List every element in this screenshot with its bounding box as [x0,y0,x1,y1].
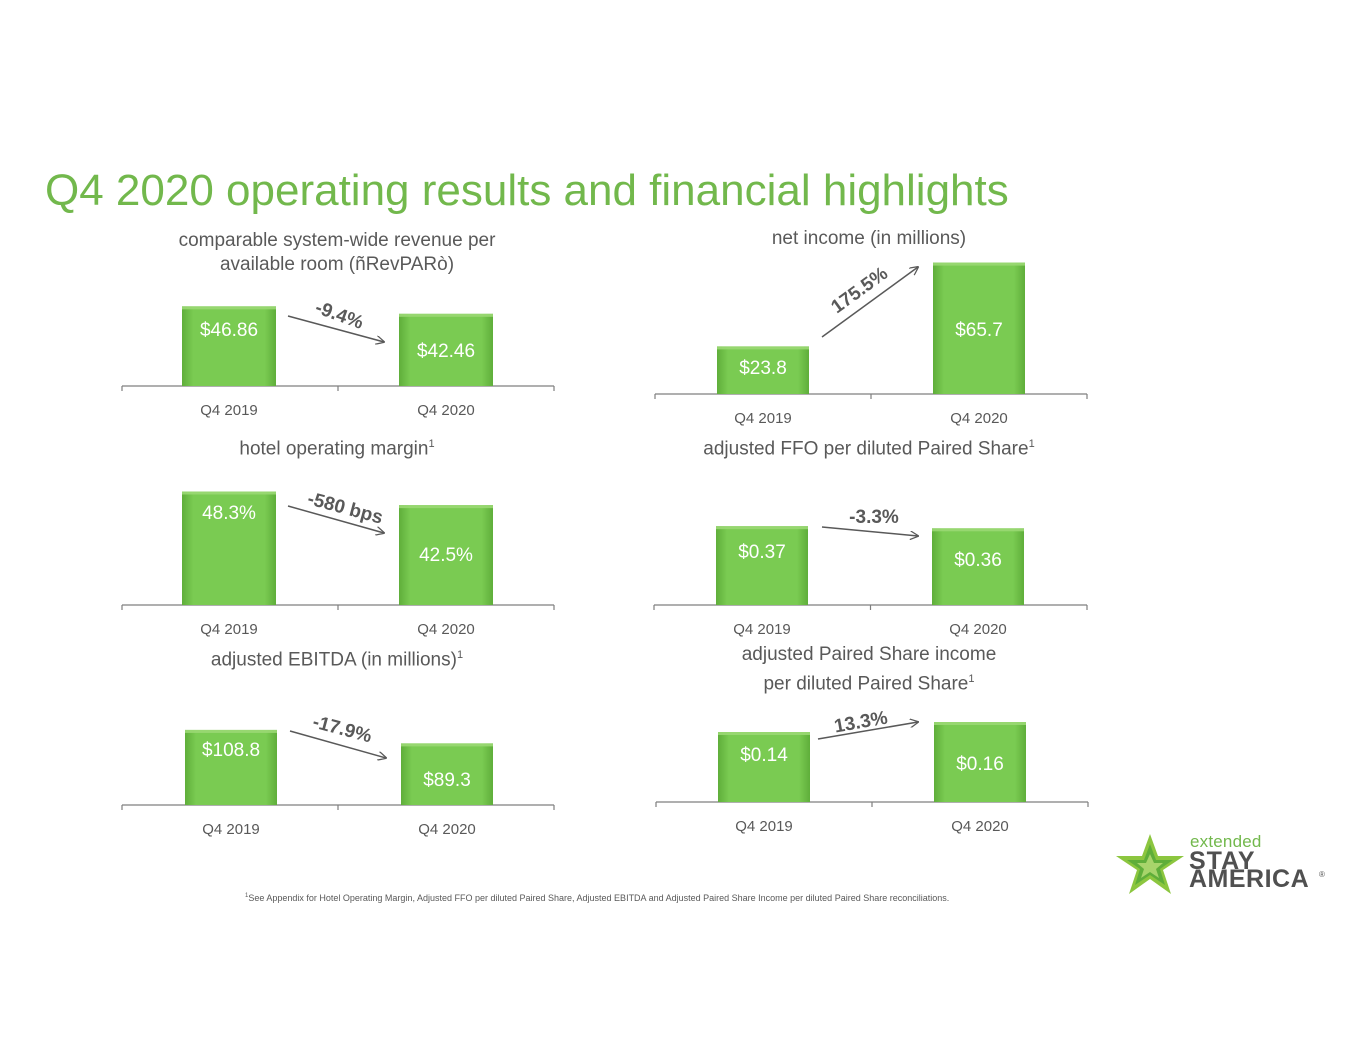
x-tick-label: Q4 2019 [200,402,258,419]
footnote-marker: 1 [456,649,464,661]
chart-title-line2: available room (ñRevPARò) [219,254,455,275]
bar-highlight [182,306,276,310]
logo-text-america: AMERICA [1189,865,1310,893]
bar-highlight [399,505,493,509]
data-label: $23.8 [739,358,787,379]
bar-highlight [401,743,493,747]
change-arrow [817,722,918,740]
chart-title-adjusted-ebitda: adjusted EBITDA (in millions)1 [122,643,552,672]
chart-title-line1: adjusted FFO per diluted Paired Share1 [703,438,1035,460]
bar-highlight [717,346,809,350]
data-label: $0.36 [954,550,1002,571]
chart-title-line1: comparable system-wide revenue per [178,230,496,251]
data-label: $42.46 [417,341,475,362]
x-tick-label: Q4 2019 [733,621,791,638]
change-label: -17.9% [310,712,374,748]
star-icon [1116,834,1184,894]
change-label: 13.3% [833,707,890,737]
bar-q4-2019 [718,732,810,802]
bar-q4-2020 [401,743,493,805]
bar-q4-2019 [185,729,277,805]
data-label: 42.5% [419,545,473,566]
bar-q4-2020 [399,505,493,605]
chart-title-hotel-operating-margin: hotel operating margin1 [122,432,552,461]
bar-highlight [932,528,1024,532]
x-tick-label: Q4 2019 [200,621,258,638]
change-arrow [289,730,386,758]
footnote-marker: 1 [968,673,975,685]
slide-title: Q4 2020 operating results and financial … [45,166,1009,215]
logo-text-extended: extended [1190,832,1262,851]
bar-q4-2019 [182,491,276,605]
bar-highlight [934,722,1026,725]
bar-q4-2020 [932,528,1024,605]
footnote-marker: 1 [428,438,435,450]
bar-highlight [933,262,1025,266]
change-label: -3.3% [849,507,899,528]
change-label: -9.4% [312,297,366,334]
chart-title-revpar: comparable system-wide revenue per avail… [122,229,552,277]
brand-logo: extended STAY AMERICA ® [1108,828,1338,898]
registered-mark: ® [1319,870,1325,879]
bar-q4-2019 [717,346,809,394]
data-label: $89.3 [423,770,471,791]
chart-title-line2: per diluted Paired Share1 [763,673,975,695]
x-tick-label: Q4 2020 [417,402,475,419]
bar-q4-2020 [933,262,1025,394]
change-arrow [821,526,918,536]
x-tick-label: Q4 2020 [951,818,1009,835]
chart-title-line1: hotel operating margin1 [239,438,435,460]
x-tick-label: Q4 2020 [417,621,475,638]
bar-q4-2020 [934,722,1026,802]
data-label: $0.37 [738,542,786,563]
data-label: $65.7 [955,320,1003,341]
data-label: 48.3% [202,503,256,524]
data-label: $0.14 [740,745,788,766]
chart-title-line1: adjusted Paired Share income [741,644,997,665]
data-label: $46.86 [200,320,258,341]
x-tick-label: Q4 2019 [734,410,792,427]
data-label: $108.8 [202,740,260,761]
bar-highlight [182,491,276,495]
footnote: 1See Appendix for Hotel Operating Margin… [245,893,950,903]
chart-title-adjusted-ffo: adjusted FFO per diluted Paired Share1 [652,432,1086,461]
x-tick-label: Q4 2020 [418,821,476,838]
footnote-marker: 1 [245,893,249,899]
bar-q4-2019 [182,306,276,386]
bar-highlight [185,729,277,733]
bar-q4-2020 [399,313,493,386]
bar-q4-2019 [716,526,808,605]
change-arrow [287,315,384,342]
chart-title-net-income: net income (in millions) [652,227,1086,251]
footnote-marker: 1 [1028,438,1035,450]
change-arrow [287,505,384,533]
data-label: $0.16 [956,754,1004,775]
bar-highlight [399,313,493,317]
x-tick-label: Q4 2020 [950,410,1008,427]
x-tick-label: Q4 2019 [202,821,260,838]
chart-title-line1: adjusted EBITDA (in millions)1 [210,649,464,671]
x-tick-label: Q4 2020 [949,621,1007,638]
bar-highlight [718,732,810,735]
bar-highlight [716,526,808,530]
change-arrow [821,267,918,338]
chart-title-line1: net income (in millions) [771,228,967,249]
logo-text-stay: STAY [1189,847,1256,875]
x-tick-label: Q4 2019 [735,818,793,835]
chart-title-adjusted-paired-share-income: adjusted Paired Share income per diluted… [652,643,1086,696]
